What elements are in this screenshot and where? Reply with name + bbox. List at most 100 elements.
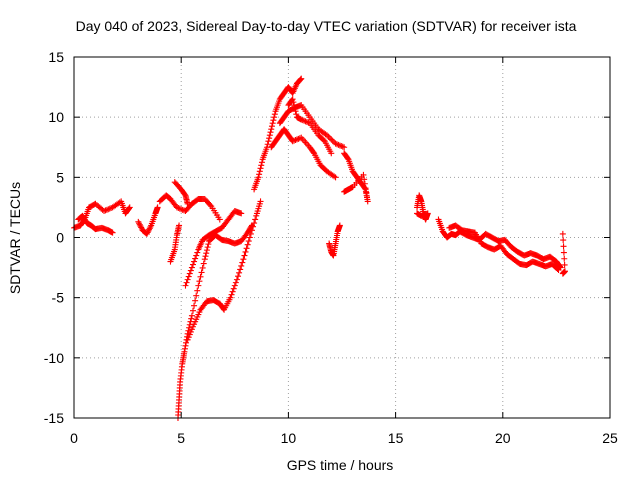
- data-point: [102, 207, 109, 214]
- data-point: [344, 155, 351, 162]
- grid-lines: [74, 57, 610, 418]
- data-point: [310, 149, 317, 156]
- data-point: [186, 270, 193, 277]
- data-point: [184, 276, 191, 283]
- data-point: [291, 105, 298, 112]
- data-point: [256, 171, 263, 178]
- data-point: [188, 315, 195, 322]
- data-point: [193, 252, 200, 259]
- data-point: [187, 267, 194, 274]
- data-point: [204, 244, 211, 251]
- data-point: [126, 204, 133, 211]
- data-point: [136, 221, 143, 228]
- data-point: [192, 255, 199, 262]
- data-point: [270, 117, 277, 124]
- data-point: [293, 136, 300, 143]
- data-point: [560, 249, 567, 256]
- y-tick-label: 5: [56, 169, 64, 185]
- x-tick-label: 0: [70, 430, 78, 446]
- data-point: [561, 268, 568, 275]
- data-point: [247, 230, 254, 237]
- data-point: [245, 238, 252, 245]
- data-point: [135, 218, 142, 225]
- data-point: [197, 273, 204, 280]
- data-point: [266, 132, 273, 139]
- data-point: [257, 165, 264, 172]
- data-point: [341, 188, 348, 195]
- data-point: [175, 205, 182, 212]
- data-point: [264, 141, 271, 148]
- data-point: [173, 204, 180, 211]
- y-tick-label: -5: [52, 290, 65, 306]
- data-point: [198, 269, 205, 276]
- data-point: [251, 220, 258, 227]
- data-point: [202, 253, 209, 260]
- data-point: [188, 312, 195, 319]
- data-point: [248, 227, 255, 234]
- data-point: [338, 143, 345, 150]
- x-tick-labels: 0 5 10 15 20 25: [70, 430, 618, 446]
- data-point: [364, 198, 371, 205]
- data-point: [237, 266, 244, 273]
- data-point: [414, 210, 421, 217]
- data-point: [271, 111, 278, 118]
- data-point: [145, 228, 152, 235]
- data-point: [339, 143, 346, 150]
- data-point: [267, 129, 274, 136]
- data-point: [176, 205, 183, 212]
- data-point: [303, 118, 310, 125]
- data-point: [301, 117, 308, 124]
- data-point: [268, 126, 275, 133]
- data-point: [325, 133, 332, 140]
- data-point: [126, 205, 133, 212]
- data-point: [335, 141, 342, 148]
- data-point: [109, 229, 116, 236]
- data-point: [144, 229, 151, 236]
- data-point: [167, 258, 174, 265]
- data-point: [189, 323, 196, 330]
- data-point: [305, 119, 312, 126]
- data-point: [186, 331, 193, 338]
- data-point: [244, 241, 251, 248]
- data-point: [106, 205, 113, 212]
- data-point: [231, 282, 238, 289]
- y-tick-label: 0: [56, 230, 64, 246]
- data-point: [205, 241, 212, 248]
- data-point: [289, 96, 296, 103]
- x-tick-label: 5: [177, 430, 185, 446]
- data-point: [289, 138, 296, 145]
- data-point: [228, 291, 235, 298]
- data-point: [361, 180, 368, 187]
- data-point: [291, 102, 298, 109]
- data-point: [256, 168, 263, 175]
- data-point: [196, 278, 203, 285]
- data-point: [555, 266, 562, 273]
- data-point: [146, 225, 153, 232]
- data-point: [138, 224, 145, 231]
- data-point: [194, 287, 201, 294]
- data-point: [290, 99, 297, 106]
- data-point: [192, 297, 199, 304]
- data-point: [191, 302, 198, 309]
- data-point: [238, 210, 245, 217]
- data-point: [188, 326, 195, 333]
- data-point: [203, 247, 210, 254]
- data-marks: [71, 75, 568, 421]
- data-point: [229, 288, 236, 295]
- data-point: [258, 159, 265, 166]
- data-point: [336, 142, 343, 149]
- data-point: [326, 135, 333, 142]
- data-point: [241, 252, 248, 259]
- data-point: [320, 137, 327, 144]
- data-point: [298, 75, 305, 82]
- data-point: [292, 108, 299, 115]
- data-point: [101, 208, 108, 215]
- data-point: [363, 189, 370, 196]
- data-point: [105, 206, 112, 213]
- data-point: [560, 243, 567, 250]
- data-point: [255, 174, 262, 181]
- data-point: [201, 256, 208, 263]
- chart-title: Day 040 of 2023, Sidereal Day-to-day VTE…: [76, 18, 577, 34]
- data-point: [298, 116, 305, 123]
- data-point: [266, 135, 273, 142]
